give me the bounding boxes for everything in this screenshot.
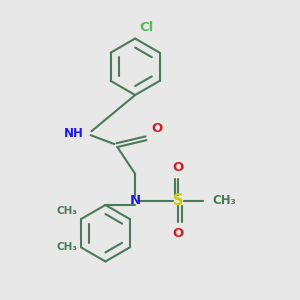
Text: O: O xyxy=(152,122,163,135)
Text: O: O xyxy=(172,227,184,240)
Text: CH₃: CH₃ xyxy=(56,242,77,252)
Text: Cl: Cl xyxy=(140,21,154,34)
Text: S: S xyxy=(173,193,184,208)
Text: CH₃: CH₃ xyxy=(57,206,78,216)
Text: NH: NH xyxy=(64,127,84,140)
Text: CH₃: CH₃ xyxy=(212,194,236,207)
Text: N: N xyxy=(130,194,141,207)
Text: O: O xyxy=(172,161,184,174)
